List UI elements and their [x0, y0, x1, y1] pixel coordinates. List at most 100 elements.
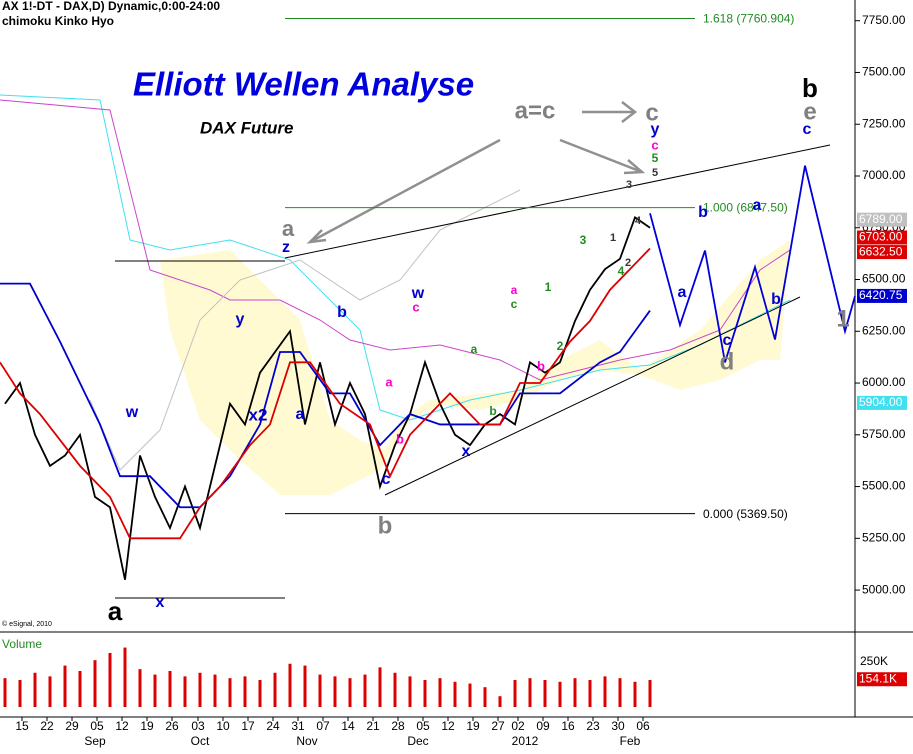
fib-label: 1.000 (6847.50) — [703, 201, 788, 215]
y-tick-label: 7250.00 — [862, 116, 906, 130]
volume-bar — [318, 674, 322, 707]
x-tick-label: 31 — [291, 719, 305, 733]
volume-bar — [468, 683, 472, 707]
wave-label: b — [489, 404, 496, 418]
wave-label: d — [720, 348, 735, 375]
wave-label: w — [411, 285, 425, 302]
volume-bar — [363, 674, 367, 707]
volume-bar — [303, 665, 307, 707]
volume-bar — [258, 679, 262, 707]
chart-subtitle: DAX Future — [200, 118, 294, 137]
volume-bar — [273, 672, 277, 707]
wave-label: 4 — [618, 264, 625, 278]
month-label: 2012 — [512, 734, 539, 748]
x-tick-label: 27 — [491, 719, 505, 733]
wave-label: b — [802, 73, 818, 103]
x-tick-label: 28 — [391, 719, 405, 733]
price-flag-label: 6703.00 — [859, 230, 903, 244]
price-flag-label: 6632.50 — [859, 244, 903, 258]
volume-bar — [108, 652, 112, 707]
series-kijun — [0, 282, 651, 509]
volume-bar — [513, 679, 517, 707]
x-tick-label: 26 — [165, 719, 179, 733]
wave-label: y — [236, 311, 245, 328]
series-price — [4, 215, 651, 580]
arrows — [306, 101, 646, 244]
volume-bar — [603, 676, 607, 707]
volume-flag — [857, 672, 907, 687]
wave-label: e — [803, 98, 816, 125]
volume-bar — [123, 647, 127, 707]
volume-bar — [63, 665, 67, 707]
cloud — [160, 240, 790, 495]
wave-label: a — [678, 284, 687, 301]
x-tick-label: 17 — [241, 719, 255, 733]
x-tick-label: 16 — [561, 719, 575, 733]
wave-label: 3 — [626, 179, 632, 191]
wave-label: c — [511, 297, 518, 311]
wave-label: c — [723, 332, 732, 349]
y-tick-label: 7000.00 — [862, 168, 906, 182]
indicator-name: chimoku Kinko Hyo — [2, 14, 114, 28]
x-tick-label: 07 — [316, 719, 330, 733]
month-label: Nov — [296, 734, 317, 748]
volume-bar — [153, 674, 157, 707]
wave-label: x — [462, 443, 471, 460]
senkou-a — [0, 94, 791, 421]
x-tick-label: 30 — [611, 719, 625, 733]
wave-label: c — [651, 137, 658, 152]
y-tick-label: 7500.00 — [862, 65, 906, 79]
wave-label: w — [125, 404, 139, 421]
wave-label: a — [282, 216, 295, 241]
volume-bar — [48, 676, 52, 707]
volume-title: Volume — [2, 637, 42, 651]
x-tick-label: 09 — [536, 719, 550, 733]
month-label: Sep — [84, 734, 106, 748]
price-flag — [857, 230, 907, 245]
x-tick-label: 05 — [90, 719, 104, 733]
wave-label: c — [803, 121, 812, 138]
wave-label: a — [753, 197, 762, 214]
volume-bar — [288, 663, 292, 707]
wave-label: 2 — [557, 339, 564, 353]
wave-label: y — [651, 121, 660, 138]
x-tick-label: 12 — [441, 719, 455, 733]
volume-bar — [618, 678, 622, 707]
y-tick-label: 7750.00 — [862, 13, 906, 27]
volume-bar — [168, 670, 172, 707]
x-tick-label: 05 — [416, 719, 430, 733]
volume-bar — [453, 681, 457, 707]
wave-label: a — [108, 596, 123, 626]
volume-bar — [648, 679, 652, 707]
senkou-b — [0, 99, 791, 381]
header: AX 1!-DT - DAX,D) Dynamic,0:00-24:00 — [2, 0, 220, 13]
price-flag-label: 5904.00 — [859, 395, 903, 409]
x-tick-label: 23 — [586, 719, 600, 733]
trendline — [384, 296, 801, 496]
x-tick-label: 22 — [40, 719, 54, 733]
volume-bar — [438, 678, 442, 707]
volume-bar — [483, 687, 487, 707]
trendline — [284, 144, 831, 259]
month-label: Dec — [407, 734, 428, 748]
volume-bar — [588, 679, 592, 707]
wave-label: 3 — [580, 233, 587, 247]
volume-bar — [393, 672, 397, 707]
x-tick-label: 06 — [636, 719, 650, 733]
price-flag-label: 6789.00 — [859, 212, 903, 226]
volume-bar — [33, 672, 37, 707]
price-flag — [857, 212, 907, 227]
volume-bar — [378, 667, 382, 707]
wave-label: a — [296, 406, 305, 423]
wave-label: z — [282, 239, 290, 256]
wave-label: a — [511, 283, 518, 297]
volume-bar — [543, 679, 547, 707]
wave-label: b — [337, 304, 347, 321]
x-tick-label: 29 — [65, 719, 79, 733]
volume-bar — [78, 670, 82, 707]
wave-label: 5 — [652, 167, 658, 179]
month-label: Oct — [191, 734, 210, 748]
wave-label: 1 — [610, 232, 616, 244]
volume-bar — [183, 676, 187, 707]
